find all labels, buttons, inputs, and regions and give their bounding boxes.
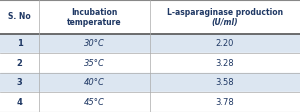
Text: 1: 1 — [16, 39, 22, 48]
Text: 4: 4 — [16, 98, 22, 107]
Text: (U/ml): (U/ml) — [212, 18, 238, 27]
Text: 2: 2 — [16, 58, 22, 68]
Text: 30°C: 30°C — [84, 39, 105, 48]
Bar — [0, 73, 300, 92]
Bar — [0, 34, 300, 53]
Text: S. No: S. No — [8, 12, 31, 21]
Bar — [0, 0, 300, 34]
Bar — [0, 53, 300, 73]
Text: 2.20: 2.20 — [216, 39, 234, 48]
Text: temperature: temperature — [67, 18, 122, 27]
Text: Incubation: Incubation — [71, 8, 118, 17]
Text: L-asparaginase production: L-asparaginase production — [167, 8, 283, 17]
Bar — [0, 92, 300, 112]
Text: 40°C: 40°C — [84, 78, 105, 87]
Text: 3.58: 3.58 — [216, 78, 234, 87]
Text: 45°C: 45°C — [84, 98, 105, 107]
Text: 35°C: 35°C — [84, 58, 105, 68]
Text: 3: 3 — [16, 78, 22, 87]
Text: 3.78: 3.78 — [216, 98, 234, 107]
Text: 3.28: 3.28 — [216, 58, 234, 68]
